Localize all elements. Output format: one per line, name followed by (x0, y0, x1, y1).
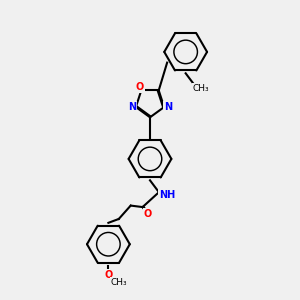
Text: O: O (104, 270, 112, 280)
Text: CH₃: CH₃ (110, 278, 127, 287)
Text: O: O (136, 82, 144, 92)
Text: N: N (128, 102, 136, 112)
Text: N: N (164, 102, 172, 112)
Text: O: O (144, 208, 152, 219)
Text: NH: NH (159, 190, 175, 200)
Text: CH₃: CH₃ (193, 84, 209, 93)
